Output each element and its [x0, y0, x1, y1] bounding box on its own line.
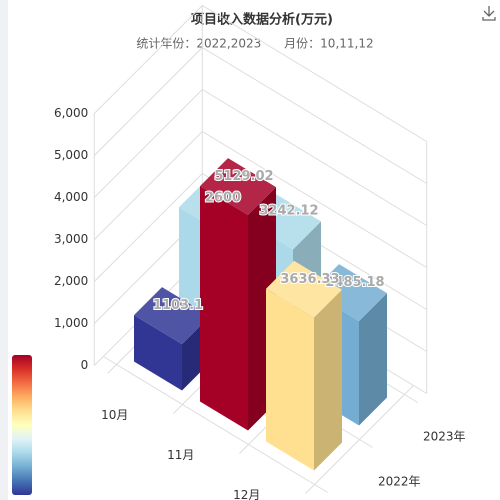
- value-label: 3242.12: [259, 203, 318, 218]
- floor-line: [103, 356, 328, 493]
- y-tick-label: 1,000: [54, 316, 88, 330]
- bar-top: [200, 158, 276, 216]
- y-tick-label: 0: [81, 358, 89, 372]
- bar-side: [314, 289, 342, 471]
- bar-front: [266, 288, 314, 471]
- y-tick-label: 3,000: [54, 232, 88, 246]
- side-strip: [0, 0, 8, 500]
- bar: [266, 260, 342, 471]
- visual-map[interactable]: [12, 355, 32, 495]
- y-tick-label: 6,000: [54, 106, 88, 120]
- bar-front: [200, 186, 248, 431]
- x-tick-label: 11月: [167, 448, 194, 462]
- value-label: 2600: [205, 190, 241, 205]
- chart-title: 项目收入数据分析(万元): [191, 12, 333, 28]
- bar-top: [266, 260, 342, 318]
- y-tick-label: 4,000: [54, 190, 88, 204]
- bar-side: [359, 293, 387, 426]
- bar: [200, 158, 276, 431]
- y-tick-label: 5,000: [54, 148, 88, 162]
- value-label: 5129.02: [214, 169, 273, 184]
- value-label: 1103.1: [153, 298, 203, 313]
- value-label: 2485.18: [325, 275, 384, 290]
- x-tick-label: 10月: [101, 408, 128, 422]
- x-tick-label: 12月: [233, 488, 260, 500]
- bar-front: [134, 315, 182, 391]
- series-label: 2023年: [423, 430, 466, 444]
- chart-subtitle: 统计年份：2022,2023 月份：10,11,12: [136, 37, 373, 51]
- bar-top: [134, 287, 210, 345]
- y-tick-label: 2,000: [54, 274, 88, 288]
- grid-line: [93, 46, 427, 184]
- bar-top: [311, 264, 387, 322]
- value-label: 3636.33: [280, 272, 339, 287]
- series-label: 2022年: [378, 475, 421, 489]
- download-icon[interactable]: [482, 6, 496, 21]
